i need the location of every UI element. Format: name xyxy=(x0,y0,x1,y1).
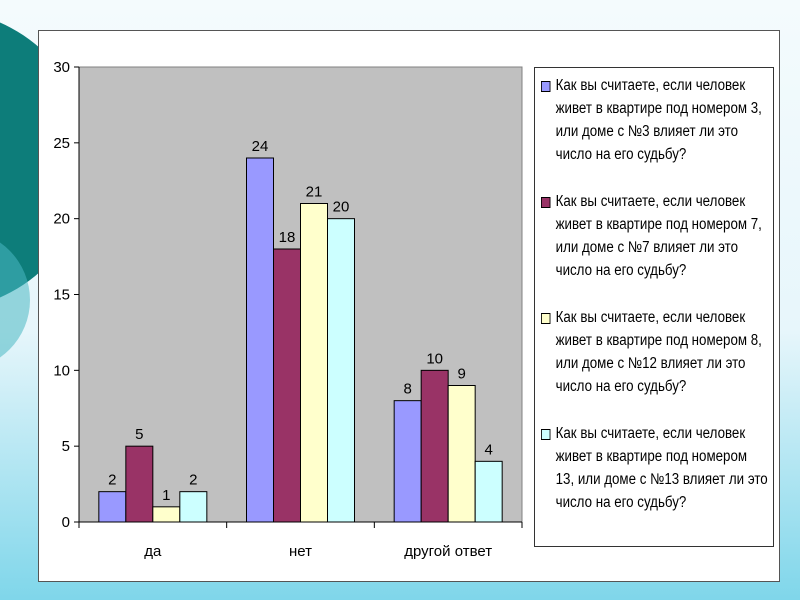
y-tick-label: 20 xyxy=(53,211,70,228)
x-category-label: нет xyxy=(289,543,312,560)
x-axis: да нет другой ответ xyxy=(78,521,523,560)
bar-series-4-2 xyxy=(474,460,503,523)
y-axis: 0 5 10 15 20 25 30 xyxy=(53,59,80,531)
y-tick-label: 15 xyxy=(53,287,70,304)
bar-series-4-0 xyxy=(179,491,208,523)
legend-label: Как вы считаете, если человек живет в кв… xyxy=(555,77,762,163)
y-tick-label: 30 xyxy=(53,59,70,76)
data-label: 21 xyxy=(306,184,323,201)
y-tick-label: 10 xyxy=(53,362,70,379)
legend-swatch xyxy=(541,197,551,208)
y-tick-label: 25 xyxy=(53,135,70,152)
legend-label: Как вы считаете, если человек живет в кв… xyxy=(555,193,762,279)
legend-item-1: Как вы считаете, если человек живет в кв… xyxy=(541,74,762,166)
data-label: 4 xyxy=(484,441,492,458)
data-label: 2 xyxy=(108,472,116,489)
bar-series-1-2 xyxy=(393,400,422,523)
data-label: 5 xyxy=(135,426,143,443)
data-label: 20 xyxy=(333,199,350,216)
legend-swatch xyxy=(541,313,551,324)
legend-item-4: Как вы считаете, если человек живет в кв… xyxy=(541,422,768,514)
data-label: 1 xyxy=(162,487,170,504)
bar-series-1-0 xyxy=(98,491,127,523)
bar-series-2-1 xyxy=(273,248,301,523)
y-tick-label: 0 xyxy=(62,514,70,531)
bar-series-3-0 xyxy=(152,506,181,523)
legend-label: Как вы считаете, если человек живет в кв… xyxy=(555,309,762,395)
legend-item-3: Как вы считаете, если человек живет в кв… xyxy=(541,306,762,398)
chart-frame: 0 5 10 15 20 25 30 да нет другой ответ 2 24 8 5 18 10… xyxy=(38,30,780,582)
data-label: 24 xyxy=(252,138,269,155)
data-label: 2 xyxy=(189,472,197,489)
light-circle-decoration xyxy=(0,242,30,358)
bar-series-3-2 xyxy=(447,385,476,523)
legend: Как вы считаете, если человек живет в кв… xyxy=(534,67,774,547)
legend-swatch xyxy=(541,429,551,440)
data-labels: 2 24 8 5 18 10 1 21 9 2 20 4 xyxy=(108,138,493,504)
data-label: 18 xyxy=(279,229,296,246)
data-label: 8 xyxy=(403,381,411,398)
x-category-label: другой ответ xyxy=(404,543,492,560)
data-label: 10 xyxy=(426,350,443,367)
bar-series-2-2 xyxy=(420,369,449,523)
legend-label: Как вы считаете, если человек живет в кв… xyxy=(555,425,768,511)
bar-series-3-1 xyxy=(300,203,328,523)
legend-item-2: Как вы считаете, если человек живет в кв… xyxy=(541,190,762,282)
bar-series-2-0 xyxy=(125,445,154,523)
legend-swatch xyxy=(541,81,551,92)
bar-series-4-1 xyxy=(327,218,355,523)
x-category-label: да xyxy=(144,543,162,560)
y-tick-label: 5 xyxy=(62,438,70,455)
bars xyxy=(98,157,503,523)
bar-series-1-1 xyxy=(246,157,274,523)
data-label: 9 xyxy=(457,366,465,383)
